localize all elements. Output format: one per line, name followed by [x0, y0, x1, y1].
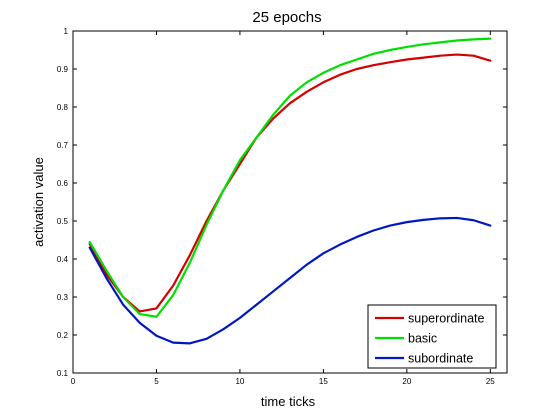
series-line-subordinate: [88, 216, 492, 345]
y-tick-label: 0.6: [57, 179, 69, 188]
chart-legend: superordinate basic subordinate: [367, 304, 497, 369]
y-tick-label: 0.9: [57, 65, 69, 74]
series-line-basic: [88, 37, 492, 318]
y-axis-label: activation value: [31, 157, 46, 247]
y-tick-label: 0.2: [57, 331, 69, 340]
y-tick-label: 0.1: [57, 369, 69, 378]
chart-title: 25 epochs: [252, 9, 321, 26]
x-tick-label: 20: [402, 377, 411, 386]
y-tick-label: 0.4: [57, 255, 69, 264]
series-line-superordinate: [88, 53, 492, 313]
plot-series: [88, 37, 492, 345]
axis-ticks: 0 5 10 15 20 25 0.1 0.2 0.3 0.4 0.5 0.6 0.7 0.8 0.9 1: [57, 27, 507, 386]
legend-label-basic: basic: [408, 332, 437, 346]
y-tick-label: 0.5: [57, 217, 69, 226]
y-tick-label: 0.7: [57, 141, 69, 150]
x-tick-label: 10: [235, 377, 244, 386]
x-tick-label: 0: [71, 377, 76, 386]
y-tick-label: 0.3: [57, 293, 69, 302]
plot-area-frame: [72, 30, 508, 374]
x-tick-label: 15: [319, 377, 328, 386]
x-tick-label: 25: [486, 377, 495, 386]
y-tick-label: 0.8: [57, 103, 69, 112]
x-axis-label: time ticks: [261, 394, 316, 409]
y-tick-label: 1: [64, 27, 69, 36]
legend-label-subordinate: subordinate: [408, 352, 473, 366]
x-tick-label: 5: [154, 377, 159, 386]
legend-label-superordinate: superordinate: [408, 312, 484, 326]
